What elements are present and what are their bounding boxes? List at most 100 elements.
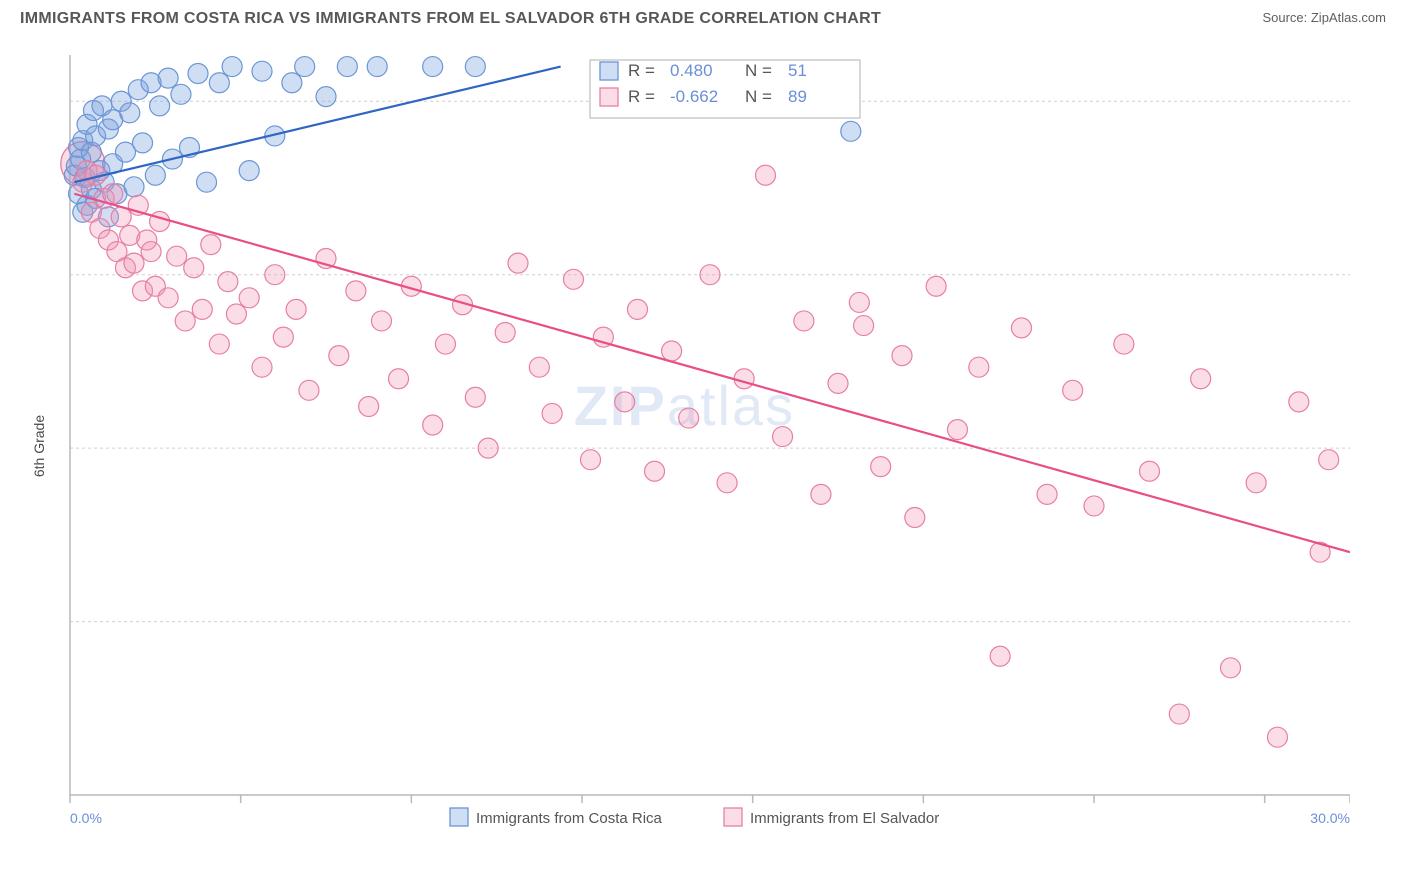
scatter-point-el_salvador [389,369,409,389]
legend-n-value: 51 [788,61,807,80]
scatter-point-el_salvador [167,246,187,266]
chart-area: 77.5%85.0%92.5%100.0%0.0%30.0%ZIPatlasR … [50,55,1350,825]
scatter-point-el_salvador [1319,450,1339,470]
scatter-point-el_salvador [563,269,583,289]
bottom-legend-swatch [724,808,742,826]
scatter-point-el_salvador [627,299,647,319]
scatter-point-el_salvador [854,316,874,336]
scatter-point-el_salvador [141,242,161,262]
bottom-legend-label: Immigrants from Costa Rica [476,810,663,827]
scatter-point-el_salvador [1221,658,1241,678]
scatter-point-el_salvador [794,311,814,331]
scatter-point-el_salvador [371,311,391,331]
scatter-point-costa_rica [423,57,443,77]
bottom-legend-swatch [450,808,468,826]
scatter-point-el_salvador [542,403,562,423]
x-tick-label: 0.0% [70,810,102,826]
scatter-point-el_salvador [495,323,515,343]
scatter-point-el_salvador [773,427,793,447]
scatter-point-costa_rica [367,57,387,77]
scatter-point-el_salvador [717,473,737,493]
scatter-point-el_salvador [158,288,178,308]
scatter-point-costa_rica [222,57,242,77]
scatter-point-el_salvador [239,288,259,308]
scatter-point-el_salvador [478,438,498,458]
scatter-point-el_salvador [990,646,1010,666]
x-tick-label: 30.0% [1310,810,1350,826]
scatter-point-el_salvador [184,258,204,278]
scatter-point-el_salvador [299,380,319,400]
scatter-point-el_salvador [103,184,123,204]
scatter-point-el_salvador [811,484,831,504]
scatter-point-el_salvador [700,265,720,285]
scatter-point-el_salvador [124,253,144,273]
scatter-point-costa_rica [239,161,259,181]
bottom-legend-label: Immigrants from El Salvador [750,810,939,827]
scatter-point-costa_rica [158,68,178,88]
legend-n-label: N = [745,61,772,80]
scatter-point-el_salvador [679,408,699,428]
scatter-point-el_salvador [581,450,601,470]
scatter-point-el_salvador [226,304,246,324]
scatter-point-costa_rica [295,57,315,77]
scatter-point-el_salvador [201,235,221,255]
scatter-point-el_salvador [1246,473,1266,493]
legend-n-label: N = [745,87,772,106]
scatter-point-costa_rica [133,133,153,153]
scatter-point-el_salvador [359,397,379,417]
scatter-point-el_salvador [508,253,528,273]
scatter-point-costa_rica [150,96,170,116]
scatter-point-el_salvador [175,311,195,331]
scatter-point-el_salvador [1011,318,1031,338]
scatter-point-el_salvador [529,357,549,377]
scatter-point-el_salvador [1139,461,1159,481]
scatter-point-el_salvador [286,299,306,319]
scatter-point-costa_rica [188,64,208,84]
source-link[interactable]: ZipAtlas.com [1311,10,1386,25]
scatter-point-costa_rica [465,57,485,77]
scatter-point-el_salvador [1084,496,1104,516]
scatter-point-costa_rica [145,165,165,185]
scatter-point-el_salvador [273,327,293,347]
scatter-point-el_salvador [209,334,229,354]
scatter-point-el_salvador [435,334,455,354]
scatter-point-el_salvador [926,276,946,296]
scatter-point-el_salvador [1289,392,1309,412]
scatter-point-el_salvador [969,357,989,377]
scatter-point-el_salvador [346,281,366,301]
scatter-point-el_salvador [465,387,485,407]
scatter-point-el_salvador [150,212,170,232]
scatter-point-el_salvador [192,299,212,319]
source-attribution: Source: ZipAtlas.com [1262,10,1386,25]
source-prefix: Source: [1262,10,1310,25]
scatter-point-el_salvador [849,292,869,312]
scatter-point-costa_rica [197,172,217,192]
scatter-point-el_salvador [218,272,238,292]
legend-n-value: 89 [788,87,807,106]
scatter-point-el_salvador [1169,704,1189,724]
scatter-point-el_salvador [423,415,443,435]
scatter-point-el_salvador [892,346,912,366]
legend-r-label: R = [628,61,655,80]
chart-title: IMMIGRANTS FROM COSTA RICA VS IMMIGRANTS… [20,10,881,28]
scatter-point-costa_rica [282,73,302,93]
scatter-point-el_salvador [265,265,285,285]
scatter-point-costa_rica [252,61,272,81]
legend-r-value: 0.480 [670,61,713,80]
scatter-point-costa_rica [209,73,229,93]
scatter-point-el_salvador [252,357,272,377]
scatter-point-el_salvador [828,373,848,393]
scatter-point-el_salvador [662,341,682,361]
scatter-point-costa_rica [316,87,336,107]
scatter-point-el_salvador [734,369,754,389]
scatter-point-el_salvador [1114,334,1134,354]
scatter-point-el_salvador [645,461,665,481]
scatter-point-el_salvador [905,508,925,528]
scatter-point-costa_rica [841,121,861,141]
legend-swatch [600,88,618,106]
scatter-point-costa_rica [171,84,191,104]
legend-swatch [600,62,618,80]
scatter-point-el_salvador [1037,484,1057,504]
scatter-point-el_salvador [947,420,967,440]
scatter-point-el_salvador [1191,369,1211,389]
